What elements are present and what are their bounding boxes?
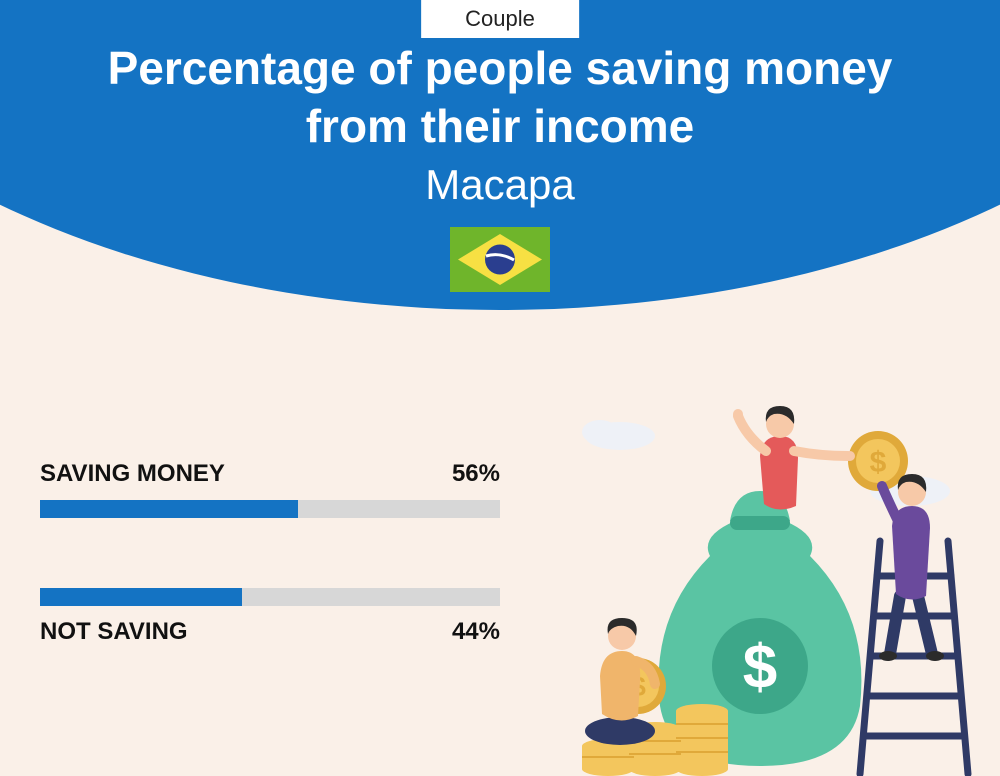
category-tag: Couple xyxy=(421,0,579,38)
bar-row-notsaving: NOT SAVING 44% xyxy=(40,588,500,646)
bar-label: NOT SAVING xyxy=(40,618,188,646)
svg-text:$: $ xyxy=(870,446,887,479)
savings-illustration: $ $ xyxy=(560,396,990,776)
title-wrap: Percentage of people saving money from t… xyxy=(0,40,1000,292)
page-subtitle: Macapa xyxy=(0,161,1000,209)
bar-fill xyxy=(40,588,242,606)
bar-row-saving: SAVING MONEY 56% xyxy=(40,460,500,518)
svg-text:$: $ xyxy=(743,633,777,702)
bar-value: 56% xyxy=(452,460,500,488)
page-title: Percentage of people saving money from t… xyxy=(0,40,1000,155)
bar-value: 44% xyxy=(452,618,500,646)
bar-fill xyxy=(40,500,298,518)
bar-label: SAVING MONEY xyxy=(40,460,225,488)
bar-labels: NOT SAVING 44% xyxy=(40,618,500,646)
bars-container: SAVING MONEY 56% NOT SAVING 44% xyxy=(40,460,500,716)
bar-track xyxy=(40,588,500,606)
bar-track xyxy=(40,500,500,518)
bar-labels: SAVING MONEY 56% xyxy=(40,460,500,488)
brazil-flag-icon xyxy=(450,227,550,292)
